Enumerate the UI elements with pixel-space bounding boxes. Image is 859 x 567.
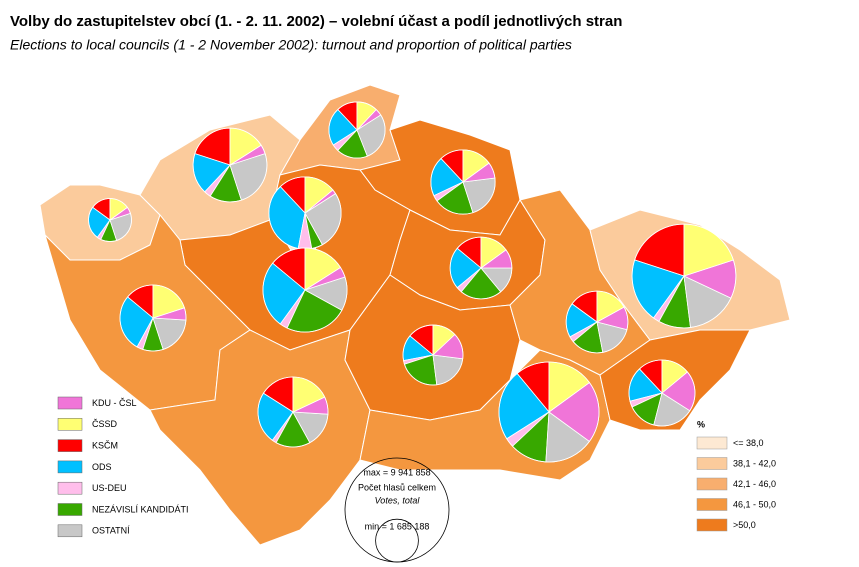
legend-label: KDU - ČSL bbox=[92, 398, 137, 408]
turnout-label: 46,1 - 50,0 bbox=[733, 499, 776, 509]
turnout-label: 42,1 - 46,0 bbox=[733, 479, 776, 489]
legend-swatch bbox=[57, 524, 83, 538]
pie-size bbox=[631, 223, 737, 329]
turnout-swatch bbox=[696, 498, 728, 511]
pie-size bbox=[498, 361, 600, 463]
legend-label: ČSSD bbox=[92, 419, 118, 429]
turnout-swatch bbox=[696, 436, 728, 450]
legend-swatch bbox=[57, 460, 83, 474]
pie-size bbox=[628, 359, 696, 427]
turnout-label: 38,1 - 42,0 bbox=[733, 458, 776, 468]
legend-label: KSČM bbox=[92, 440, 118, 450]
legend-swatch bbox=[57, 439, 83, 452]
legend-label: US-DEU bbox=[92, 483, 127, 493]
legend-label: NEZÁVISLÍ KANDIDÁTI bbox=[92, 504, 189, 514]
pie-size bbox=[430, 149, 496, 215]
turnout-swatch bbox=[696, 457, 728, 470]
size-legend-subtitle: Votes, total bbox=[375, 495, 421, 505]
legend-swatch bbox=[57, 503, 83, 516]
size-legend-max-label: max = 9 941 858 bbox=[363, 467, 430, 477]
region bbox=[149, 329, 371, 546]
legend-swatch bbox=[57, 396, 83, 410]
turnout-swatch bbox=[696, 477, 728, 491]
pie-size bbox=[119, 284, 187, 352]
pie-size bbox=[262, 247, 348, 333]
size-legend-min-label: min = 1 685 188 bbox=[365, 521, 430, 531]
pie-size bbox=[565, 290, 629, 354]
pie-size bbox=[257, 376, 329, 448]
pie-size bbox=[88, 198, 132, 242]
legend-swatch bbox=[57, 418, 83, 431]
size-legend-min bbox=[375, 518, 419, 563]
legend-label: OSTATNÍ bbox=[92, 526, 130, 536]
turnout-label: >50,0 bbox=[733, 520, 756, 530]
turnout-legend-title: % bbox=[697, 419, 705, 429]
subtitle: Elections to local councils (1 - 2 Novem… bbox=[10, 37, 572, 53]
pie-size bbox=[328, 101, 386, 159]
turnout-swatch bbox=[696, 518, 728, 532]
pie-size bbox=[192, 127, 268, 203]
legend-swatch bbox=[57, 481, 83, 495]
pie-size bbox=[449, 236, 513, 300]
turnout-label: <= 38,0 bbox=[733, 438, 764, 448]
legend-label: ODS bbox=[92, 462, 112, 472]
pie-size bbox=[402, 324, 464, 386]
size-legend-title: Počet hlasů celkem bbox=[358, 482, 436, 492]
title: Volby do zastupitelstev obcí (1. - 2. 11… bbox=[10, 13, 622, 30]
